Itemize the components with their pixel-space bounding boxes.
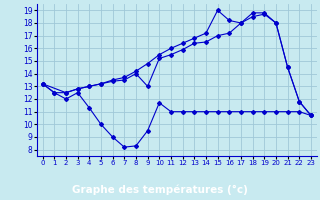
- Text: Graphe des températures (°c): Graphe des températures (°c): [72, 184, 248, 195]
